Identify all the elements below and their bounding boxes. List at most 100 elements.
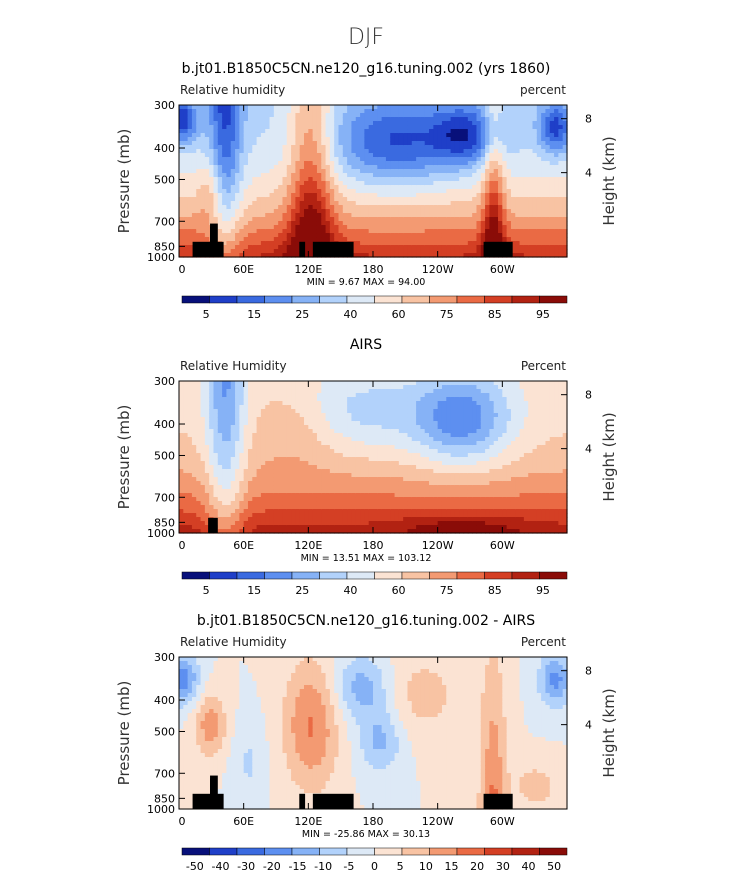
heatmap-cell (536, 213, 542, 218)
heatmap-cell (226, 525, 232, 530)
heatmap-cell (191, 177, 197, 182)
heatmap-cell (338, 161, 344, 166)
heatmap-cell (536, 193, 542, 198)
heatmap-cell (312, 165, 318, 170)
heatmap-cell (493, 213, 499, 218)
heatmap-cell (416, 165, 422, 170)
heatmap-cell (282, 389, 288, 394)
heatmap-cell (260, 133, 266, 138)
heatmap-cell (243, 221, 249, 226)
heatmap-cell (407, 165, 413, 170)
heatmap-cell (191, 217, 197, 222)
heatmap-cell (304, 233, 309, 238)
heatmap-cell (510, 133, 516, 138)
heatmap-cell (338, 381, 344, 386)
heatmap-cell (247, 161, 253, 166)
heatmap-cell (355, 229, 361, 234)
heatmap-cell (532, 209, 538, 214)
heatmap-cell (420, 249, 426, 254)
heatmap-cell (429, 129, 434, 134)
heatmap-cell (235, 473, 240, 478)
heatmap-cell (204, 525, 210, 530)
heatmap-cell (278, 437, 284, 442)
heatmap-cell (265, 389, 271, 394)
heatmap-cell (191, 457, 197, 462)
heatmap-cell (342, 137, 348, 142)
heatmap-cell (217, 397, 223, 402)
heatmap-cell (523, 117, 529, 122)
heatmap-cell (282, 237, 288, 242)
heatmap-cell (187, 169, 193, 174)
heatmap-cell (411, 249, 417, 254)
heatmap-cell (536, 153, 542, 158)
heatmap-cell (209, 121, 215, 126)
heatmap-cell (187, 129, 193, 134)
heatmap-cell (308, 421, 314, 426)
heatmap-cell (239, 501, 245, 506)
heatmap-cell (325, 229, 331, 234)
heatmap-cell (200, 125, 206, 130)
heatmap-cell (243, 193, 249, 198)
heatmap-cell (304, 489, 309, 494)
heatmap-cell (321, 497, 327, 502)
heatmap-cell (424, 241, 430, 246)
heatmap-cell (256, 501, 262, 506)
heatmap-cell (523, 253, 529, 258)
heatmap-cell (416, 249, 422, 254)
heatmap-cell (441, 125, 447, 130)
heatmap-cell (200, 389, 206, 394)
heatmap-cell (545, 245, 551, 250)
heatmap-cell (493, 189, 499, 194)
heatmap-cell (493, 209, 499, 214)
heatmap-cell (441, 105, 447, 110)
heatmap-cell (286, 117, 292, 122)
heatmap-cell (562, 121, 568, 126)
heatmap-cell (217, 161, 223, 166)
heatmap-cell (256, 157, 262, 162)
heatmap-cell (347, 201, 353, 206)
heatmap-cell (334, 133, 340, 138)
heatmap-cell (260, 509, 266, 514)
heatmap-cell (312, 389, 318, 394)
heatmap-cell (316, 133, 322, 138)
heatmap-cell (545, 189, 551, 194)
heatmap-cell (549, 149, 555, 154)
heatmap-cell (338, 141, 344, 146)
heatmap-cell (485, 197, 490, 202)
heatmap-cell (187, 177, 193, 182)
heatmap-cell (562, 165, 568, 170)
heatmap-cell (299, 441, 305, 446)
heatmap-cell (179, 429, 184, 434)
heatmap-cell (394, 145, 400, 150)
heatmap-cell (321, 177, 327, 182)
heatmap-cell (554, 157, 559, 162)
heatmap-cell (286, 481, 292, 486)
heatmap-cell (204, 157, 210, 162)
heatmap-cell (360, 185, 365, 190)
heatmap-cell (256, 397, 262, 402)
heatmap-cell (424, 217, 430, 222)
heatmap-cell (385, 253, 391, 258)
heatmap-cell (308, 445, 314, 450)
heatmap-cell (558, 217, 564, 222)
heatmap-cell (403, 157, 409, 162)
heatmap-cell (252, 221, 258, 226)
heatmap-cell (549, 145, 555, 150)
heatmap-cell (230, 393, 236, 398)
heatmap-cell (235, 493, 240, 498)
heatmap-cell (299, 505, 305, 510)
heatmap-cell (299, 397, 305, 402)
heatmap-cell (213, 461, 219, 466)
heatmap-cell (528, 205, 534, 210)
heatmap-cell (196, 221, 202, 226)
heatmap-cell (519, 221, 525, 226)
heatmap-cell (498, 133, 503, 138)
heatmap-cell (334, 153, 340, 158)
heatmap-cell (390, 189, 396, 194)
heatmap-cell (472, 205, 478, 210)
heatmap-cell (463, 237, 469, 242)
heatmap-cell (278, 481, 284, 486)
heatmap-cell (441, 149, 447, 154)
heatmap-cell (338, 165, 344, 170)
heatmap-cell (209, 441, 215, 446)
